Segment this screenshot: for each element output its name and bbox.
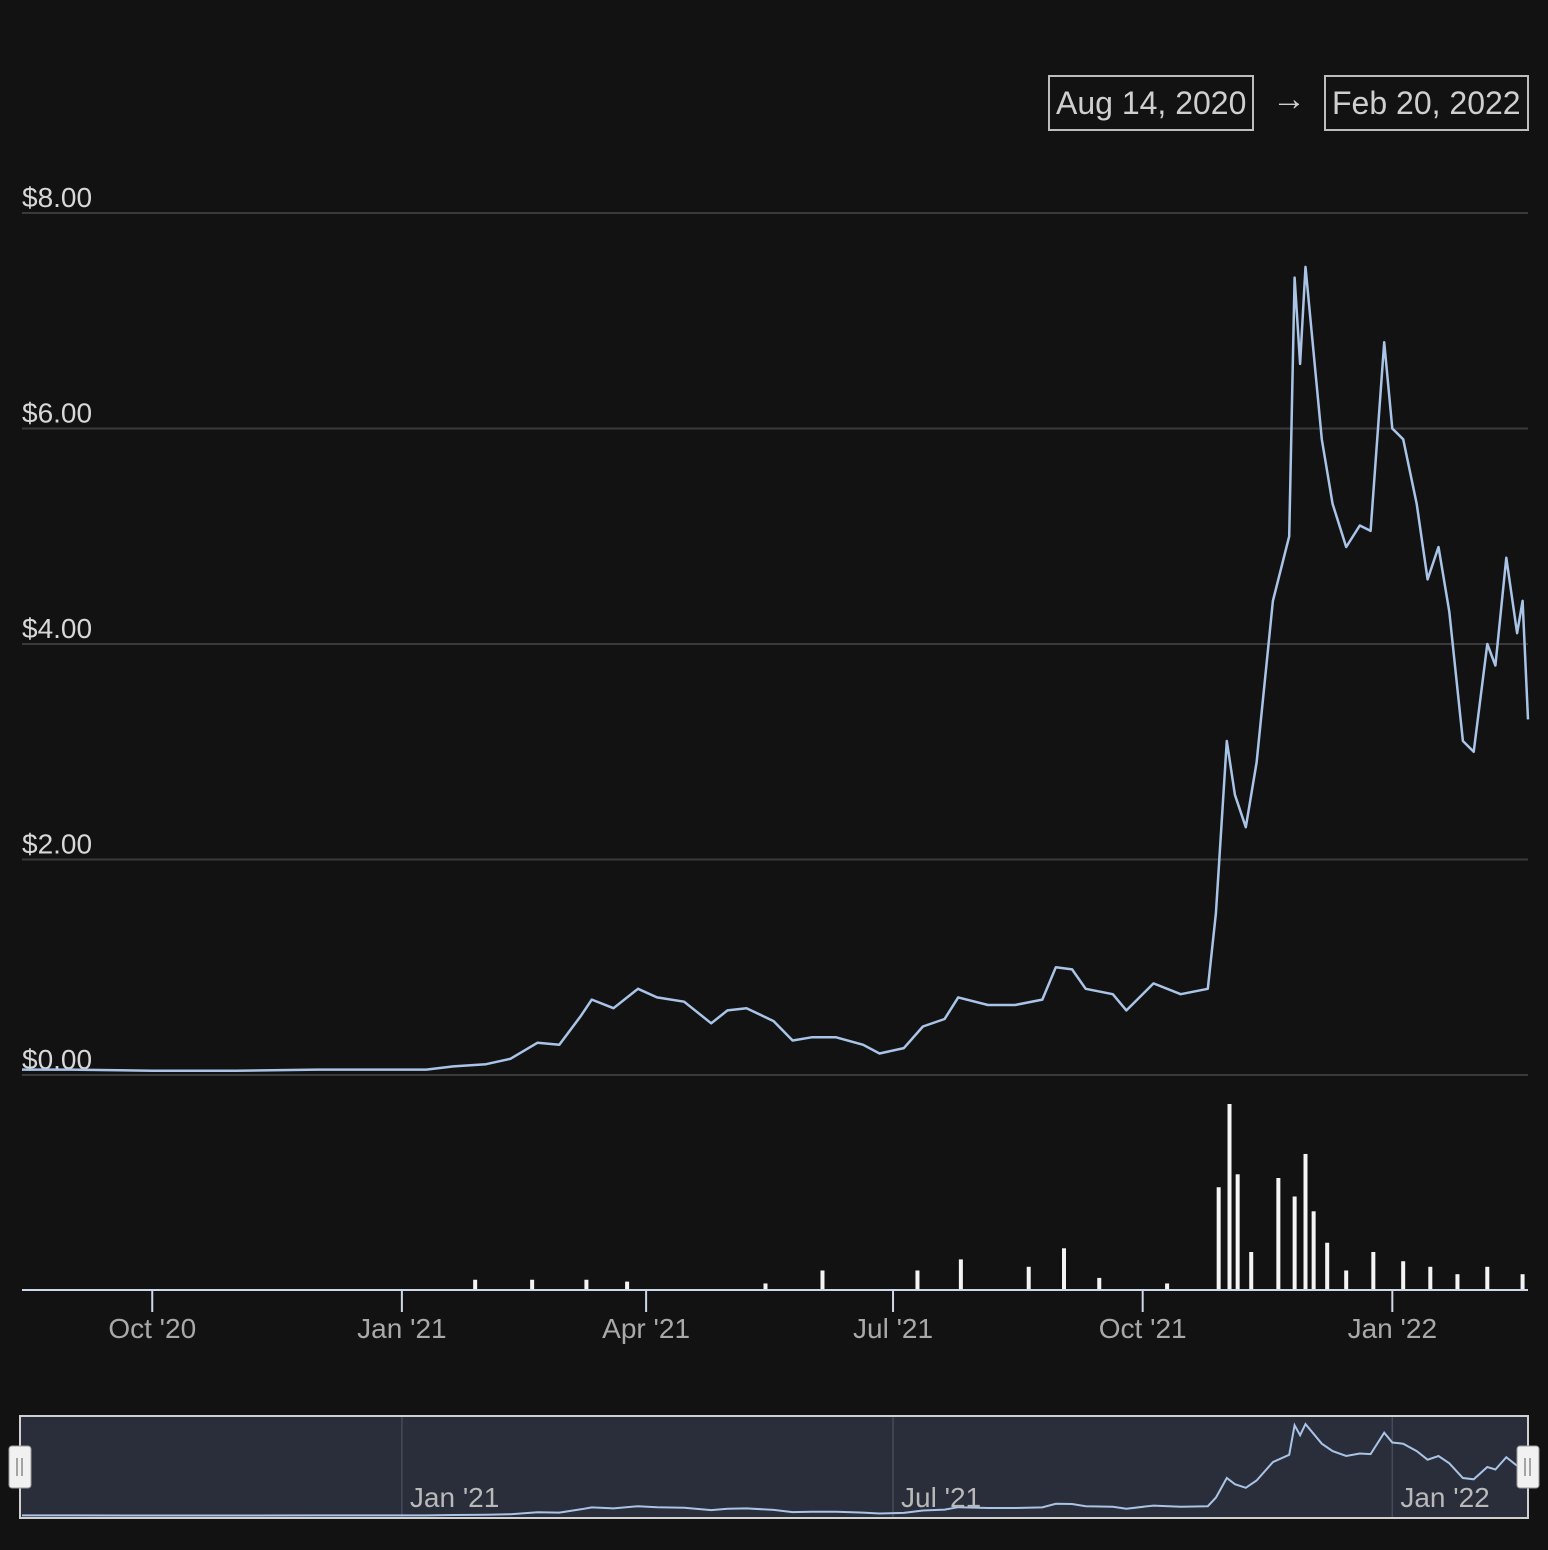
volume-bar-12 xyxy=(1216,1187,1221,1289)
volume-bar-1 xyxy=(530,1279,535,1289)
x-tick-label-0: Oct '20 xyxy=(108,1313,196,1344)
price-line xyxy=(22,265,1530,1072)
y-tick-label-4: $8.00 xyxy=(22,182,92,213)
volume-bar-23 xyxy=(1401,1261,1406,1289)
range-arrow: → xyxy=(1272,80,1306,118)
volume-bar-25 xyxy=(1455,1274,1460,1289)
volume-bar-8 xyxy=(1026,1266,1031,1289)
volume-bar-17 xyxy=(1292,1196,1297,1289)
navigator-window[interactable] xyxy=(19,1415,1529,1519)
x-tick-label-2: Apr '21 xyxy=(602,1313,690,1344)
volume-bar-16 xyxy=(1276,1178,1281,1289)
navigator-tick-label-1: Jul '21 xyxy=(901,1482,981,1513)
volume-bar-15 xyxy=(1249,1252,1254,1289)
volume-bar-4 xyxy=(763,1283,768,1289)
volume-bar-21 xyxy=(1344,1270,1349,1289)
volume-bar-24 xyxy=(1428,1266,1433,1289)
navigator-labels: Jan '21 Jul '21 Jan '22 xyxy=(410,1482,1490,1513)
volume-bars xyxy=(473,1104,1525,1289)
volume-bar-2 xyxy=(584,1279,589,1289)
navigator-line xyxy=(22,1422,1529,1517)
navigator-handle-right[interactable] xyxy=(1516,1445,1540,1489)
range-start-date[interactable]: Aug 14, 2020 xyxy=(1048,75,1255,131)
range-end-date[interactable]: Feb 20, 2022 xyxy=(1324,75,1529,131)
navigator-tick-label-0: Jan '21 xyxy=(410,1482,499,1513)
volume-bar-26 xyxy=(1485,1266,1490,1289)
x-tick-label-4: Oct '21 xyxy=(1099,1313,1187,1344)
navigator-handle-left[interactable] xyxy=(8,1445,32,1489)
y-tick-label-2: $4.00 xyxy=(22,613,92,644)
x-tick-label-3: Jul '21 xyxy=(853,1313,933,1344)
volume-bar-3 xyxy=(625,1281,630,1289)
volume-bar-20 xyxy=(1325,1242,1330,1289)
x-tick-label-5: Jan '22 xyxy=(1348,1313,1437,1344)
navigator[interactable]: Jan '21 Jul '21 Jan '22 xyxy=(8,1415,1540,1519)
volume-bar-18 xyxy=(1303,1153,1308,1289)
y-tick-label-1: $2.00 xyxy=(22,829,92,860)
navigator-grid xyxy=(401,1417,1394,1517)
volume-bar-0 xyxy=(473,1279,478,1289)
y-tick-label-3: $6.00 xyxy=(22,398,92,429)
volume-bar-5 xyxy=(820,1270,825,1289)
volume-bar-9 xyxy=(1061,1248,1066,1289)
volume-bar-11 xyxy=(1165,1283,1170,1289)
volume-bar-27 xyxy=(1520,1274,1525,1289)
grid-lines xyxy=(22,212,1528,1076)
x-axis-labels: Oct '20 Jan '21 Apr '21 Jul '21 Oct '21 Jan '… xyxy=(108,1290,1437,1344)
x-tick-label-1: Jan '21 xyxy=(357,1313,446,1344)
navigator-tick-label-2: Jan '22 xyxy=(1400,1482,1489,1513)
volume-bar-13 xyxy=(1227,1104,1232,1289)
volume-bar-6 xyxy=(915,1270,920,1289)
volume-bar-14 xyxy=(1235,1174,1240,1289)
volume-bar-22 xyxy=(1371,1252,1376,1289)
y-axis-labels: $0.00$2.00$4.00$6.00$8.00 xyxy=(22,182,92,1075)
volume-bar-10 xyxy=(1097,1277,1102,1289)
volume-bar-19 xyxy=(1311,1211,1316,1289)
volume-bar-7 xyxy=(958,1259,963,1289)
